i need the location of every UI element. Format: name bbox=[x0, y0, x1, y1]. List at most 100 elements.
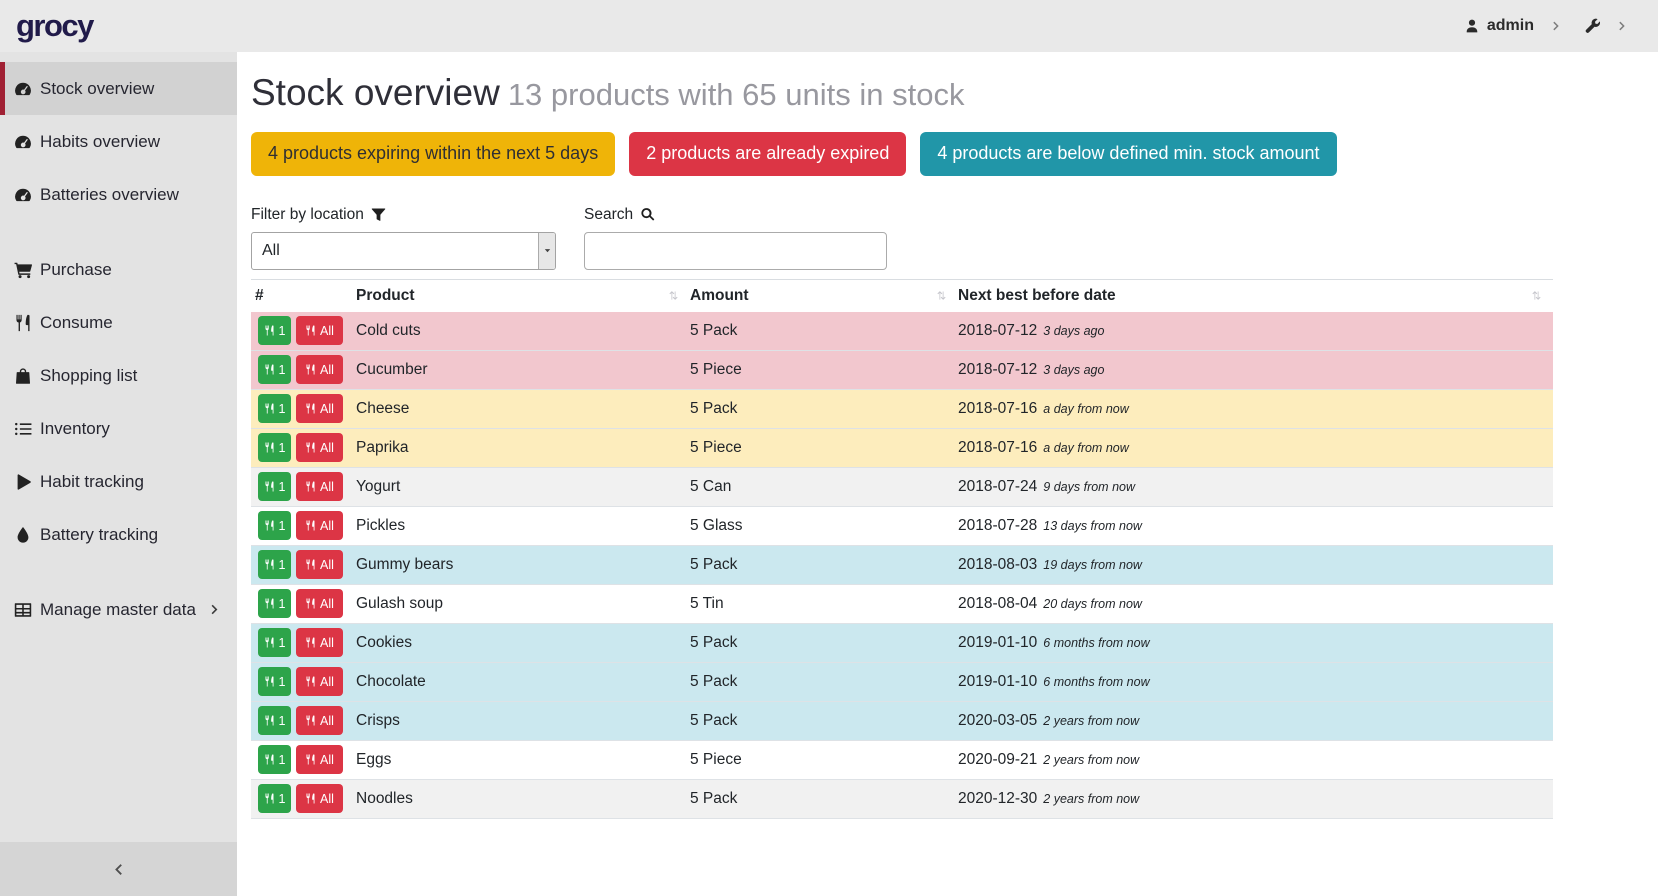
product-amount: 5 Piece bbox=[690, 439, 958, 457]
search-label: Search bbox=[584, 206, 887, 224]
app-logo[interactable]: grocy bbox=[16, 8, 93, 44]
column-header-product[interactable]: Product bbox=[352, 287, 690, 305]
sidebar-item[interactable]: Batteries overview bbox=[0, 168, 237, 221]
best-before-cell: 2018-07-249 days from now bbox=[958, 478, 1553, 496]
sidebar-item[interactable]: Stock overview bbox=[0, 62, 237, 115]
consume-one-button[interactable]: 1 bbox=[258, 706, 291, 735]
consume-all-button[interactable]: All bbox=[296, 667, 343, 696]
sort-icon[interactable] bbox=[667, 289, 680, 302]
stock-table: # Product Amount Next best before date bbox=[251, 279, 1553, 819]
tachometer-icon bbox=[14, 186, 32, 204]
status-badge[interactable]: 4 products expiring within the next 5 da… bbox=[251, 132, 615, 176]
consume-all-button[interactable]: All bbox=[296, 745, 343, 774]
sidebar-item[interactable]: Habits overview bbox=[0, 115, 237, 168]
row-actions: 1 All bbox=[251, 316, 352, 345]
product-amount: 5 Piece bbox=[690, 751, 958, 769]
consume-one-button[interactable]: 1 bbox=[258, 589, 291, 618]
search-input[interactable] bbox=[584, 232, 887, 270]
consume-all-button[interactable]: All bbox=[296, 511, 343, 540]
consume-one-button[interactable]: 1 bbox=[258, 433, 291, 462]
table-header-row: # Product Amount Next best before date bbox=[251, 280, 1553, 312]
consume-all-button[interactable]: All bbox=[296, 316, 343, 345]
sidebar-item[interactable]: Manage master data bbox=[0, 583, 237, 636]
consume-all-button[interactable]: All bbox=[296, 628, 343, 657]
user-menu-label: admin bbox=[1487, 17, 1534, 35]
table-row: 1 All Chocolate 5 Pack 2019-01-106 month… bbox=[251, 663, 1553, 702]
utensils-icon bbox=[305, 754, 316, 765]
product-amount: 5 Piece bbox=[690, 361, 958, 379]
select-dropdown-button[interactable] bbox=[538, 233, 555, 269]
consume-all-button[interactable]: All bbox=[296, 784, 343, 813]
consume-one-button[interactable]: 1 bbox=[258, 745, 291, 774]
settings-menu[interactable] bbox=[1584, 18, 1628, 34]
cart-icon bbox=[14, 261, 32, 279]
utensils-icon bbox=[305, 442, 316, 453]
consume-all-button[interactable]: All bbox=[296, 355, 343, 384]
caret-down-icon bbox=[543, 246, 552, 255]
consume-one-button[interactable]: 1 bbox=[258, 355, 291, 384]
tachometer-icon bbox=[14, 133, 32, 151]
due-note: 20 days from now bbox=[1043, 597, 1142, 611]
sidebar-item-label: Battery tracking bbox=[40, 525, 158, 545]
consume-all-button[interactable]: All bbox=[296, 706, 343, 735]
sort-icon[interactable] bbox=[935, 289, 948, 302]
sidebar-item[interactable]: Purchase bbox=[0, 243, 237, 296]
sort-icon[interactable] bbox=[1530, 289, 1543, 302]
row-actions: 1 All bbox=[251, 394, 352, 423]
consume-all-button[interactable]: All bbox=[296, 589, 343, 618]
table-row: 1 All Yogurt 5 Can 2018-07-249 days from… bbox=[251, 468, 1553, 507]
location-filter: Filter by location All bbox=[251, 206, 556, 270]
utensils-icon bbox=[305, 364, 316, 375]
utensils-icon bbox=[305, 481, 316, 492]
sidebar-item[interactable]: Habit tracking bbox=[0, 455, 237, 508]
due-note: 13 days from now bbox=[1043, 519, 1142, 533]
consume-one-button[interactable]: 1 bbox=[258, 511, 291, 540]
consume-one-button[interactable]: 1 bbox=[258, 394, 291, 423]
best-before-cell: 2019-01-106 months from now bbox=[958, 673, 1553, 691]
sidebar-item-label: Shopping list bbox=[40, 366, 137, 386]
utensils-icon bbox=[264, 754, 275, 765]
column-header-amount[interactable]: Amount bbox=[690, 287, 958, 305]
status-badge[interactable]: 4 products are below defined min. stock … bbox=[920, 132, 1336, 176]
search-icon bbox=[640, 207, 655, 222]
product-amount: 5 Pack bbox=[690, 634, 958, 652]
user-menu[interactable]: admin bbox=[1464, 17, 1562, 35]
consume-one-button[interactable]: 1 bbox=[258, 628, 291, 657]
column-header-best-before[interactable]: Next best before date bbox=[958, 287, 1553, 305]
best-before-date: 2020-03-05 bbox=[958, 712, 1037, 729]
best-before-cell: 2018-07-123 days ago bbox=[958, 322, 1553, 340]
table-row: 1 All Cookies 5 Pack 2019-01-106 months … bbox=[251, 624, 1553, 663]
utensils-icon bbox=[305, 793, 316, 804]
best-before-date: 2018-07-12 bbox=[958, 322, 1037, 339]
best-before-cell: 2020-03-052 years from now bbox=[958, 712, 1553, 730]
consume-one-button[interactable]: 1 bbox=[258, 667, 291, 696]
sidebar-item[interactable]: Battery tracking bbox=[0, 508, 237, 561]
utensils-icon bbox=[305, 325, 316, 336]
row-actions: 1 All bbox=[251, 784, 352, 813]
sidebar-item[interactable]: Shopping list bbox=[0, 349, 237, 402]
consume-all-button[interactable]: All bbox=[296, 394, 343, 423]
product-amount: 5 Tin bbox=[690, 595, 958, 613]
table-row: 1 All Cheese 5 Pack 2018-07-16a day from… bbox=[251, 390, 1553, 429]
consume-one-button[interactable]: 1 bbox=[258, 550, 291, 579]
location-filter-select[interactable]: All bbox=[251, 232, 556, 270]
sidebar-collapse-button[interactable] bbox=[0, 842, 237, 896]
best-before-cell: 2018-08-0420 days from now bbox=[958, 595, 1553, 613]
page-title: Stock overview13 products with 65 units … bbox=[251, 72, 1658, 115]
consume-all-button[interactable]: All bbox=[296, 472, 343, 501]
consume-one-button[interactable]: 1 bbox=[258, 472, 291, 501]
row-actions: 1 All bbox=[251, 355, 352, 384]
table-row: 1 All Eggs 5 Piece 2020-09-212 years fro… bbox=[251, 741, 1553, 780]
table-icon bbox=[14, 601, 32, 619]
consume-all-button[interactable]: All bbox=[296, 550, 343, 579]
product-name: Gulash soup bbox=[352, 595, 690, 613]
consume-one-button[interactable]: 1 bbox=[258, 316, 291, 345]
page-title-text: Stock overview bbox=[251, 72, 500, 113]
consume-all-button[interactable]: All bbox=[296, 433, 343, 462]
sidebar-item[interactable]: Inventory bbox=[0, 402, 237, 455]
consume-one-button[interactable]: 1 bbox=[258, 784, 291, 813]
utensils-icon bbox=[305, 715, 316, 726]
status-badge[interactable]: 2 products are already expired bbox=[629, 132, 906, 176]
utensils-icon bbox=[264, 364, 275, 375]
sidebar-item[interactable]: Consume bbox=[0, 296, 237, 349]
